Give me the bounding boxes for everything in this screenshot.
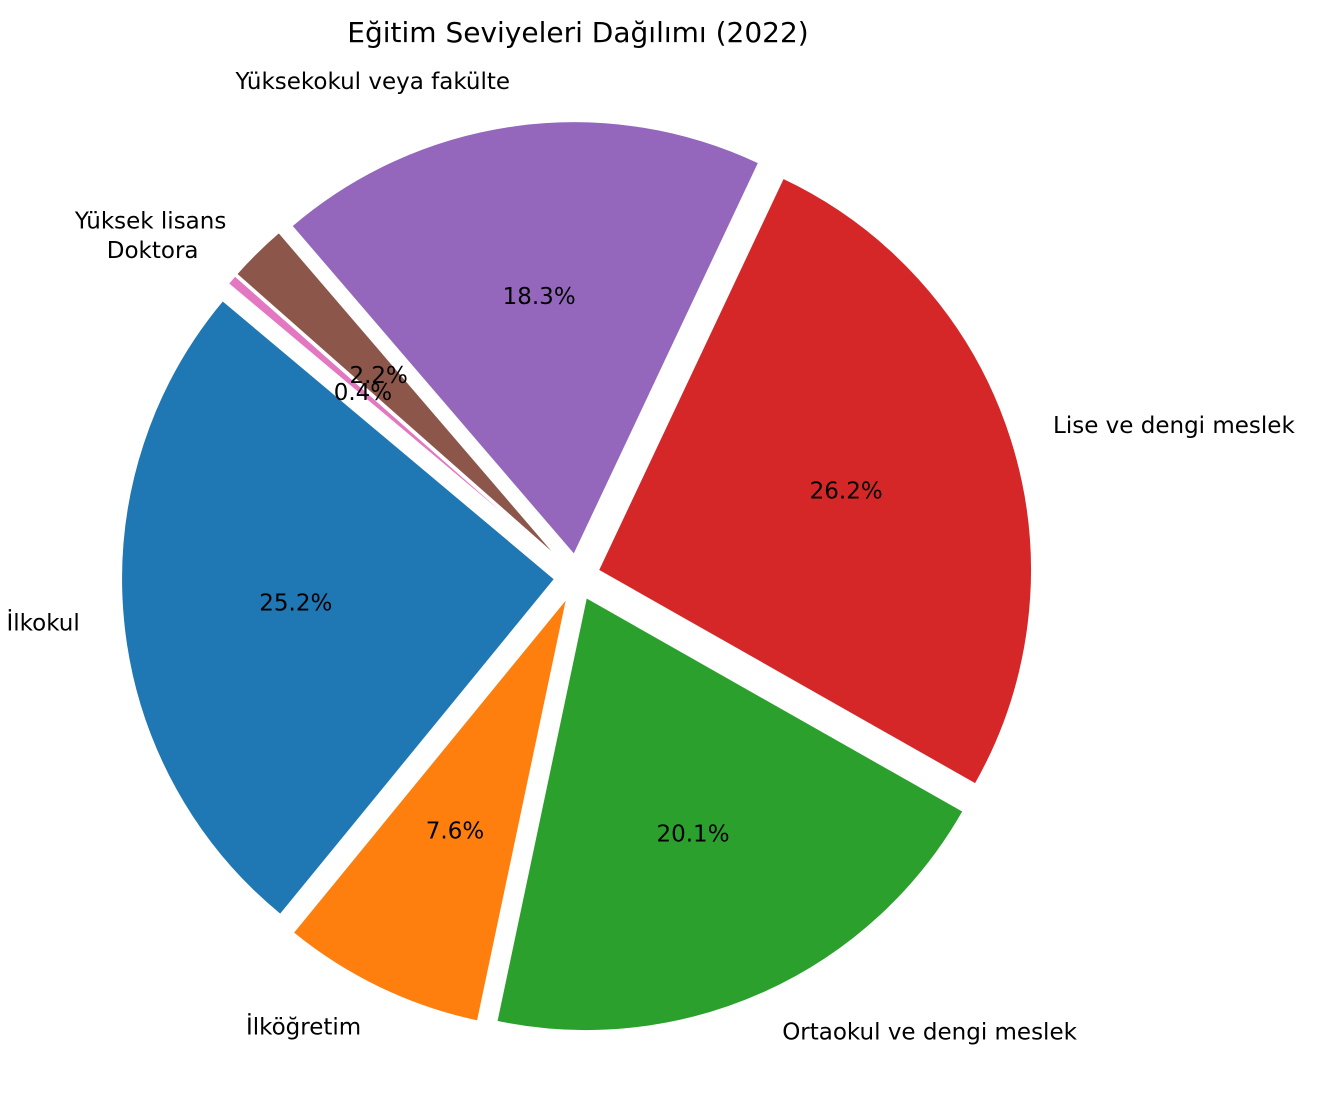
category-label-ilkogretim: İlköğretim <box>246 1012 361 1040</box>
percent-labels: 25.2% 7.6% 20.1% 26.2% 18.3% 2.2%0.4% <box>259 284 882 847</box>
pie-slice-yuksekokul-veya-fakulte <box>289 120 761 558</box>
chart-title: Eğitim Seviyeleri Dağılımı (2022) <box>347 16 808 49</box>
category-label-yuksekokul-veya-fakulte: Yüksekokul veya fakülte <box>234 69 510 95</box>
percent-label-ilkokul: 25.2% <box>259 590 332 616</box>
pie-slice-ilkokul <box>120 298 557 917</box>
category-label-yuksek-lisans: Yüksek lisans <box>74 208 227 234</box>
percent-label-ortaokul-ve-dengi-meslek: 20.1% <box>656 821 729 847</box>
pie-slice-yuksek-lisans <box>234 230 563 563</box>
category-label-lise-ve-dengi-meslek: Lise ve dengi meslek <box>1053 413 1295 439</box>
pie-slices <box>120 120 1033 1033</box>
percent-label-lise-ve-dengi-meslek: 26.2% <box>810 479 883 505</box>
category-labels: İlkokul İlköğretim Ortaokul ve dengi mesle… <box>6 69 1295 1045</box>
pie-slice-ilkogretim <box>291 596 569 1023</box>
pie-slice-ortaokul-ve-dengi-meslek <box>495 595 965 1033</box>
category-label-ilkokul: İlkokul <box>6 609 79 637</box>
percent-label-ilkogretim: 7.6% <box>426 819 484 845</box>
percent-label-yuksekokul-veya-fakulte: 18.3% <box>503 284 576 310</box>
percent-label-doktora: 0.4% <box>334 380 392 406</box>
pie-slice-doktora <box>226 273 561 564</box>
category-label-doktora: Doktora <box>107 238 199 264</box>
category-label-ortaokul-ve-dengi-meslek: Ortaokul ve dengi meslek <box>782 1019 1077 1045</box>
pie-slice-lise-ve-dengi-meslek <box>596 176 1033 786</box>
percent-label-yuksek-lisans: 2.2% <box>349 363 407 389</box>
